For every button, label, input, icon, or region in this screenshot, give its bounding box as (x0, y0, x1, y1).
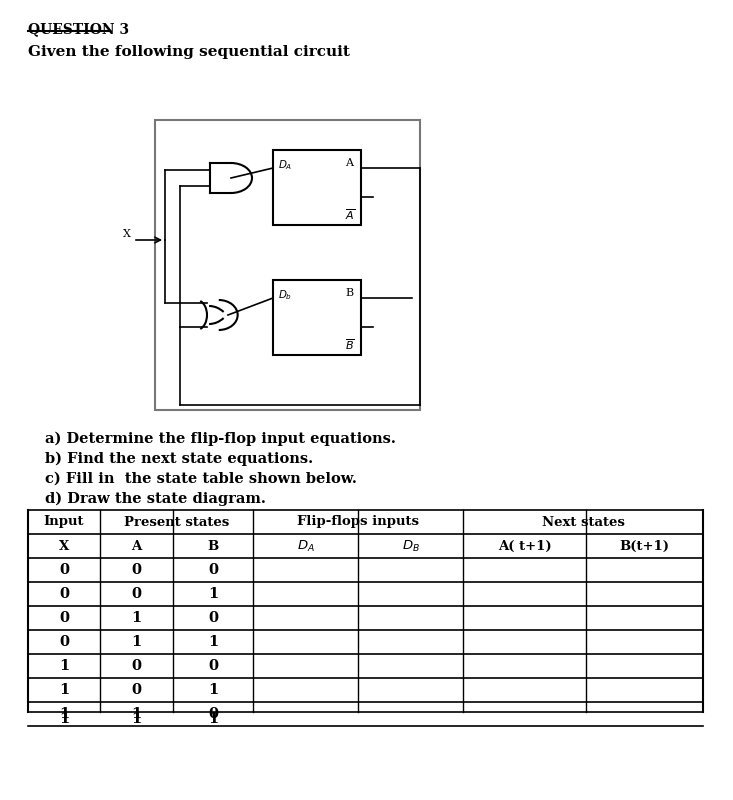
Text: $D_B$: $D_B$ (402, 538, 419, 554)
Text: $D_A$: $D_A$ (297, 538, 314, 554)
Bar (155, 120, 420, 410)
Text: QUESTION 3: QUESTION 3 (28, 22, 129, 36)
Text: 0: 0 (59, 635, 69, 649)
Text: 1: 1 (131, 712, 141, 726)
Text: A( t+1): A( t+1) (498, 539, 551, 553)
Text: X: X (59, 539, 69, 553)
Text: 0: 0 (208, 563, 218, 577)
Text: Flip-flops inputs: Flip-flops inputs (297, 515, 419, 529)
Text: X: X (123, 229, 131, 239)
Text: b) Find the next state equations.: b) Find the next state equations. (45, 452, 313, 466)
Text: c) Fill in  the state table shown below.: c) Fill in the state table shown below. (45, 472, 357, 486)
Text: B(t+1): B(t+1) (619, 539, 669, 553)
Text: 1: 1 (208, 635, 218, 649)
Text: $D_b$: $D_b$ (278, 288, 292, 302)
Bar (273, 150, 361, 225)
Text: 1: 1 (208, 712, 218, 726)
Bar (273, 280, 361, 355)
Text: 1: 1 (59, 659, 69, 673)
Text: 0: 0 (59, 563, 69, 577)
Text: a) Determine the flip-flop input equations.: a) Determine the flip-flop input equatio… (45, 432, 396, 446)
Text: 1: 1 (131, 707, 141, 721)
Text: Input: Input (44, 515, 84, 529)
Text: 1: 1 (131, 611, 141, 625)
Text: 1: 1 (59, 712, 69, 726)
Text: A: A (345, 158, 353, 168)
Text: d) Draw the state diagram.: d) Draw the state diagram. (45, 492, 266, 506)
Text: 1: 1 (131, 635, 141, 649)
Text: 0: 0 (208, 659, 218, 673)
Text: 0: 0 (59, 587, 69, 601)
Text: Present states: Present states (124, 515, 229, 529)
Text: 0: 0 (131, 563, 141, 577)
Text: 1: 1 (59, 707, 69, 721)
Text: 0: 0 (131, 587, 141, 601)
Text: $D_A$: $D_A$ (278, 158, 292, 172)
Text: 0: 0 (131, 659, 141, 673)
Text: 0: 0 (208, 707, 218, 721)
Text: $\overline{B}$: $\overline{B}$ (345, 337, 355, 352)
Text: 0: 0 (131, 683, 141, 697)
Text: B: B (345, 288, 353, 298)
Text: $\overline{A}$: $\overline{A}$ (345, 207, 356, 222)
Text: Next states: Next states (542, 515, 625, 529)
Text: Given the following sequential circuit: Given the following sequential circuit (28, 45, 350, 59)
Text: 1: 1 (59, 683, 69, 697)
Text: A: A (131, 539, 141, 553)
Text: B: B (207, 539, 218, 553)
Text: 1: 1 (208, 683, 218, 697)
Text: 0: 0 (208, 611, 218, 625)
Text: 1: 1 (208, 587, 218, 601)
Text: 0: 0 (59, 611, 69, 625)
